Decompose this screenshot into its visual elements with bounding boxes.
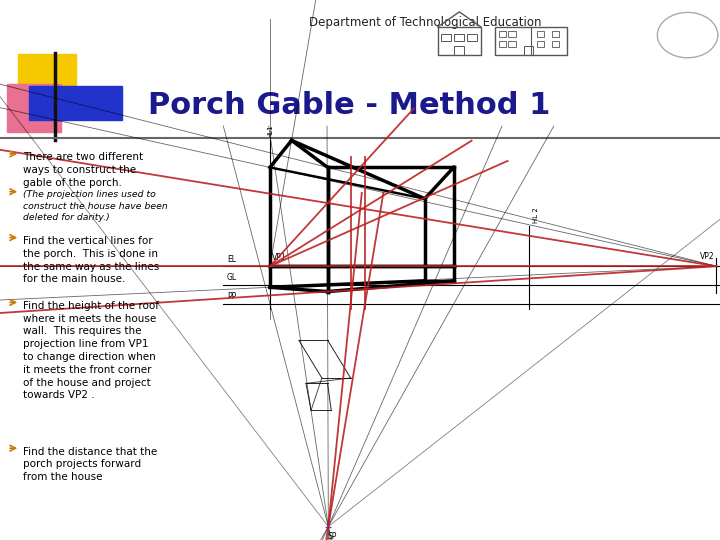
- Text: Porch Gable - Method 1: Porch Gable - Method 1: [148, 91, 550, 120]
- Text: Find the height of the roof
where it meets the house
wall.  This requires the
pr: Find the height of the roof where it mee…: [23, 301, 159, 400]
- Bar: [508, 40, 516, 47]
- Text: HL 2: HL 2: [533, 207, 539, 223]
- Bar: [552, 31, 559, 37]
- Bar: [495, 27, 567, 55]
- Text: Department of Technological Education: Department of Technological Education: [309, 16, 541, 29]
- Text: VP2: VP2: [700, 252, 714, 261]
- Bar: [524, 46, 533, 55]
- Text: EL: EL: [227, 254, 236, 264]
- Bar: [552, 40, 559, 47]
- Text: SP: SP: [327, 532, 337, 540]
- Text: GL: GL: [227, 273, 237, 282]
- Text: VP1: VP1: [272, 253, 287, 262]
- Bar: [7, 84, 61, 132]
- Bar: [18, 54, 76, 105]
- Text: Find the distance that the
porch projects forward
from the house: Find the distance that the porch project…: [23, 447, 157, 482]
- Bar: [454, 34, 464, 41]
- Bar: [454, 46, 464, 55]
- Text: Find the vertical lines for
the porch.  This is done in
the same way as the line: Find the vertical lines for the porch. T…: [23, 236, 159, 285]
- Bar: [499, 40, 506, 47]
- Bar: [499, 31, 506, 37]
- Bar: [537, 40, 544, 47]
- Text: PP: PP: [227, 292, 236, 301]
- Bar: [467, 34, 477, 41]
- Bar: [438, 27, 481, 55]
- Text: HL1: HL1: [267, 125, 273, 138]
- Bar: [441, 34, 451, 41]
- Bar: [508, 31, 516, 37]
- Bar: [537, 31, 544, 37]
- Text: (The projection lines used to
construct the house have been
deleted for darity.): (The projection lines used to construct …: [23, 190, 168, 222]
- Text: There are two different
ways to construct the
gable of the porch.: There are two different ways to construc…: [23, 152, 143, 188]
- Bar: [29, 86, 122, 120]
